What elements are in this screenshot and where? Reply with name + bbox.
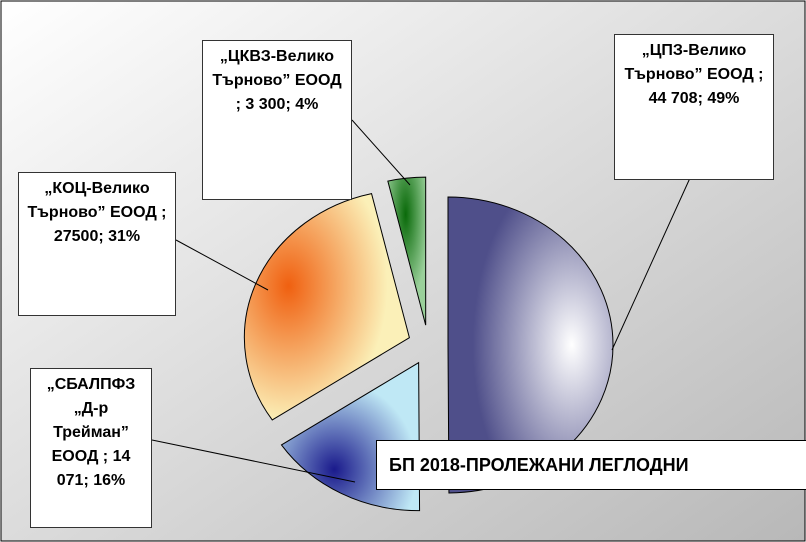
leader-line bbox=[611, 177, 691, 351]
pie-slice bbox=[387, 176, 427, 326]
data-label: „ЦПЗ-Велико Търново” ЕООД ; 44 708; 49% bbox=[614, 34, 774, 180]
chart-title: БП 2018-ПРОЛЕЖАНИ ЛЕГЛОДНИ bbox=[376, 440, 806, 490]
data-label: „КОЦ-Велико Търново” ЕООД ; 27500; 31% bbox=[18, 172, 176, 316]
data-label: „СБАЛПФЗ „Д-р Трейман” ЕООД ; 14 071; 16… bbox=[30, 368, 152, 528]
data-label: „ЦКВЗ-Велико Търново” ЕООД ; 3 300; 4% bbox=[202, 40, 352, 200]
leader-line bbox=[151, 439, 356, 483]
leader-line bbox=[175, 239, 269, 291]
leader-line bbox=[351, 119, 411, 186]
leader-lines bbox=[151, 119, 691, 483]
